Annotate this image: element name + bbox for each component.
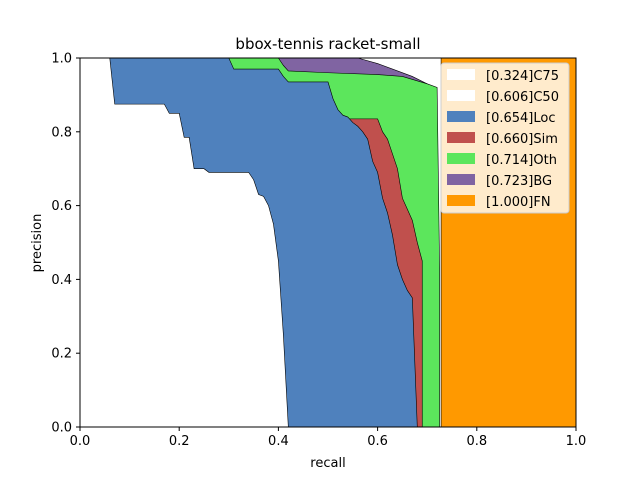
chart-title: bbox-tennis racket-small [235,35,420,53]
y-tick-label: 0.4 [51,273,72,288]
x-tick-label: 1.0 [566,434,587,449]
plot-area [79,57,577,428]
y-tick-label: 0.6 [51,199,72,214]
legend-swatch [447,90,475,101]
x-tick-label: 0.8 [466,434,487,449]
x-tick-label: 0.6 [367,434,388,449]
legend: [0.324]C75 [0.606]C50 [0.654]Loc [0.660]Sim… [440,62,570,214]
legend-swatch [447,195,475,206]
x-tick-label: 0.0 [70,434,91,449]
y-tick-label: 0.2 [51,347,72,362]
y-tick-label: 0.0 [51,421,72,436]
legend-entry: [0.324]C75 [486,69,559,84]
legend-swatch [447,174,475,185]
x-axis-label: recall [310,456,345,471]
x-tick-label: 0.4 [268,434,289,449]
legend-entry: [1.000]FN [486,195,551,210]
x-tick-label: 0.2 [169,434,190,449]
legend-entry: [0.660]Sim [486,132,558,147]
y-tick-label: 1.0 [51,52,72,67]
legend-swatch [447,153,475,164]
legend-entry: [0.714]Oth [486,153,557,168]
legend-swatch [447,69,475,80]
axis-ticks: 0.0 0.2 0.4 0.6 0.8 1.0 0.0 0.2 0.4 0.6 0.8 1.0 [51,52,586,450]
legend-entry: [0.723]BG [486,174,552,189]
series-area--0-324-c75 [79,57,289,428]
legend-entry: [0.606]C50 [486,90,559,105]
y-tick-label: 0.8 [51,125,72,140]
legend-swatch [447,132,475,143]
legend-swatch [447,111,475,122]
legend-entry: [0.654]Loc [486,111,555,126]
plot-frame [79,57,577,428]
y-axis-label: precision [30,214,45,273]
